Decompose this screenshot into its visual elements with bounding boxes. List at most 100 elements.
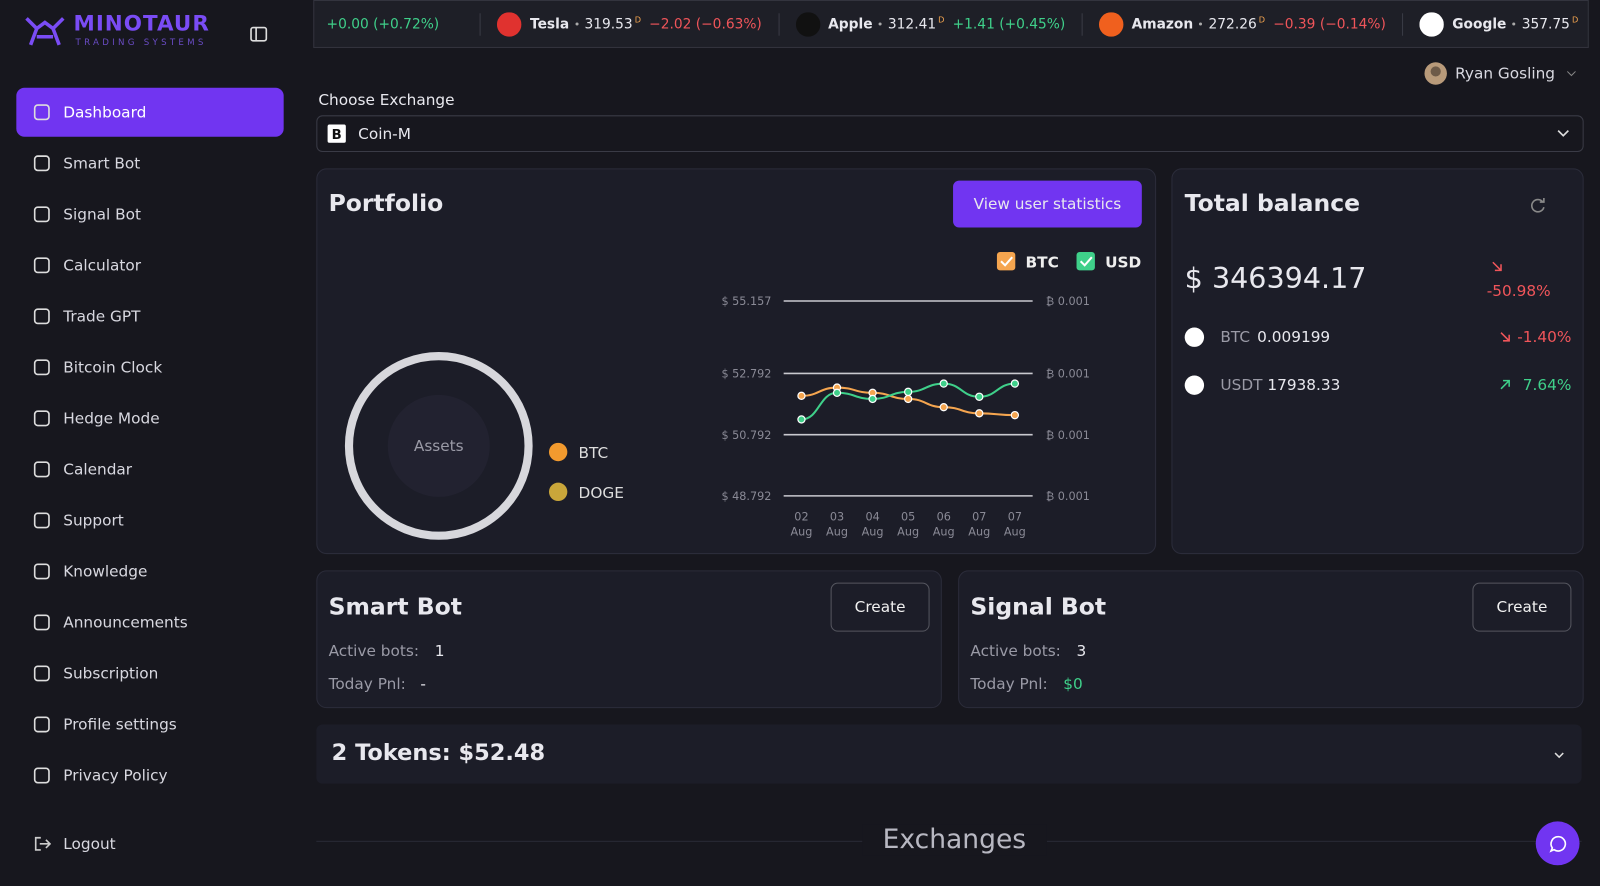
logout-label: Logout [63,834,116,854]
series-point [868,394,877,404]
nav-item[interactable]: Smart Bot [16,139,283,188]
series-point [832,388,842,397]
ticker-name: Google [1452,15,1507,33]
svg-text:B: B [332,128,342,143]
icon-shape [33,257,50,274]
ticker-change: −0.39 (−0.14%) [1273,15,1386,33]
x-tick-label: 05 Aug [897,510,920,539]
exchange-select[interactable]: B Coin-M [316,115,1584,153]
nav-item[interactable]: Privacy Policy [16,751,283,800]
nav-label: Support [63,511,124,530]
ticker-change: +1.41 (+0.45%) [952,15,1066,33]
asset-amount: 17938.33 [1267,375,1341,394]
icon-shape [33,665,50,682]
nav-item[interactable]: Subscription [16,649,283,698]
sidebar-toggle[interactable] [250,26,268,43]
nav-label: Announcements [63,613,188,632]
asset-icon [548,442,568,462]
nav-icon [33,614,50,631]
ticker-price: 319.53 [584,15,633,33]
down-arrow [1492,261,1502,272]
tokens-summary: 2 Tokens: $52.48 [331,740,546,767]
brand-name: MINOTAUR [73,11,210,36]
nav-item[interactable]: Trade GPT [16,292,283,341]
arrow [1500,379,1510,390]
donut-label: Assets [414,437,464,455]
pnl-label: Today Pnl: [970,674,1048,693]
tokens-panel[interactable] [316,724,1582,784]
ticker-flag: D [634,15,642,25]
nav-item[interactable]: Announcements [16,598,283,647]
ticker-flag: D [1258,15,1266,25]
icon-shape [33,410,50,427]
nav-icon [33,308,50,325]
dot [1512,22,1516,26]
dot [878,22,882,26]
user-name: Ryan Gosling [1455,64,1556,83]
asset-icon [1184,375,1205,395]
nav-item[interactable]: Bitcoin Clock [16,343,283,392]
legend-check [1000,256,1014,267]
tokens-chevron [1554,752,1564,759]
portfolio-chart: Assets $ 48.792 ₿ 0.001 $ 50.792 ₿ 0.001 $ 5… [344,252,1141,540]
active-count: 1 [434,641,445,661]
icon-shape [33,308,50,325]
y-tick-label: $ 48.792 [721,490,771,503]
nav-label: Bitcoin Clock [63,358,163,377]
nav-icon [33,461,50,478]
x-tick-label: 06 Aug [932,510,955,539]
nav-icon [33,359,50,376]
series-point [939,379,948,388]
create-button[interactable]: Create [830,582,930,632]
icon-shape [33,461,50,478]
active-label: Active bots: [328,641,420,661]
icon-bg [795,11,820,37]
refresh-icon[interactable] [1529,196,1547,214]
ticker-item: Tesla 319.53 D −2.02 (−0.63%) [480,11,778,37]
create-button[interactable]: Create [1472,582,1572,632]
icon-shape [33,359,50,376]
nav-label: Hedge Mode [63,409,160,428]
active-label: Active bots: [970,641,1061,661]
nav-label: Knowledge [63,562,148,581]
x-tick-label: 07 Aug [1003,510,1026,539]
logout[interactable]: Logout [16,819,283,868]
icon-shape [33,716,50,733]
nav-item[interactable]: Support [16,496,283,545]
balance-title: Total balance [1184,190,1361,218]
pnl-value: $0 [1063,674,1083,693]
user-menu[interactable]: Ryan Gosling [1423,61,1577,85]
legend-swatch[interactable] [996,252,1016,271]
icon-shape [33,155,50,172]
donut-center [387,394,490,497]
change-arrow [1500,332,1510,342]
nav-item[interactable]: Knowledge [16,547,283,596]
nav-label: Trade GPT [63,307,141,326]
icon-shape [33,614,50,631]
y-tick-label: $ 55.157 [721,295,771,308]
nav-label: Profile settings [63,715,177,734]
series-point [1010,379,1020,388]
nav-label: Calendar [63,460,133,479]
donut-ring [344,352,533,540]
balance-change: -50.98% [1486,281,1551,300]
icon-bg [1419,11,1445,37]
nav-item[interactable]: Calculator [16,241,283,290]
legend-swatch[interactable] [1076,252,1095,271]
chat-button[interactable] [1535,821,1580,866]
nav-icon [33,665,50,682]
nav-item[interactable]: Dashboard [16,87,284,137]
nav-item[interactable]: Signal Bot [16,190,283,239]
y-tick-label: $ 52.792 [721,368,771,381]
nav-label: Dashboard [63,103,147,122]
view-stats-button[interactable]: View user statistics [953,180,1142,228]
nav-item[interactable]: Profile settings [16,700,283,749]
nav-icon [33,563,50,580]
icon-bg [497,11,522,37]
nav-item[interactable]: Hedge Mode [16,394,283,443]
ticker-flag: D [1571,15,1579,25]
nav-item[interactable]: Calendar [16,445,283,494]
logo [25,17,65,46]
legend-label: USD [1105,253,1141,271]
